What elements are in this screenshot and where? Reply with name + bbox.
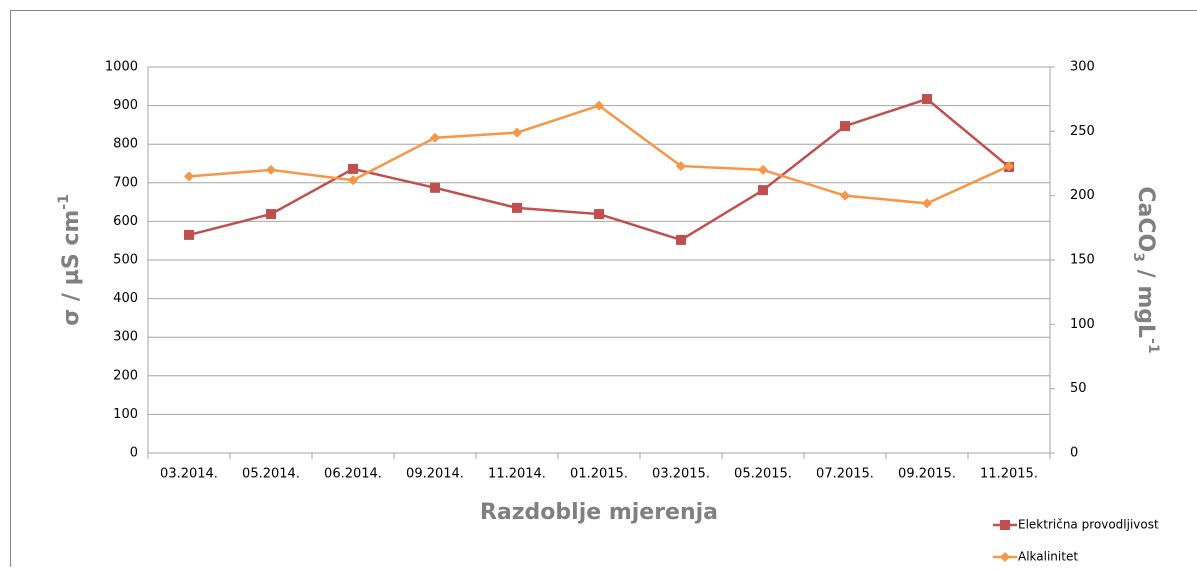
y2-axis-title: CaCO3 / mgL-1 — [1130, 186, 1161, 353]
marker — [348, 164, 358, 174]
x-tick-label: 09.2014. — [406, 467, 464, 482]
x-tick-label: 11.2014. — [488, 467, 546, 482]
y-tick-label: 100 — [113, 407, 138, 422]
y-tick-label: 600 — [113, 214, 138, 229]
marker — [266, 209, 276, 219]
marker — [676, 235, 686, 245]
marker — [1000, 520, 1010, 530]
marker — [512, 203, 522, 213]
x-tick-label: 11.2015. — [980, 467, 1038, 482]
y2-axis-title-a: CaCO — [1133, 186, 1158, 252]
legend-label: Električna provodljivost — [1018, 518, 1159, 532]
marker — [840, 121, 850, 131]
y2-axis-title-sub: 3 — [1130, 252, 1146, 262]
y2-tick-label: 0 — [1070, 446, 1078, 461]
x-tick-label: 03.2014. — [160, 467, 218, 482]
y-axis-title-text: σ / µS cm — [59, 210, 84, 326]
y-axis-title-sup: -1 — [56, 194, 72, 210]
y-tick-label: 800 — [113, 137, 138, 152]
y2-axis-title-sup: -1 — [1145, 338, 1161, 354]
y-tick-label: 900 — [113, 98, 138, 113]
chart-frame — [11, 11, 1197, 568]
x-tick-label: 06.2014. — [324, 467, 382, 482]
marker — [758, 185, 768, 195]
marker — [184, 230, 194, 240]
legend-label: Alkalinitet — [1018, 550, 1078, 564]
x-axis-title: Razdoblje mjerenja — [480, 500, 718, 525]
x-tick-label: 03.2015. — [652, 467, 710, 482]
y-tick-label: 0 — [130, 446, 138, 461]
y-axis-title: σ / µS cm-1 — [56, 194, 84, 326]
y-tick-label: 1000 — [105, 60, 138, 75]
x-tick-label: 07.2015. — [816, 467, 874, 482]
x-tick-label: 05.2015. — [734, 467, 792, 482]
marker — [922, 94, 932, 104]
y-tick-label: 300 — [113, 330, 138, 345]
y-tick-label: 400 — [113, 291, 138, 306]
y2-tick-label: 250 — [1070, 124, 1095, 139]
x-tick-label: 09.2015. — [898, 467, 956, 482]
marker — [430, 183, 440, 193]
y-tick-label: 700 — [113, 175, 138, 190]
y-tick-label: 500 — [113, 253, 138, 268]
x-tick-label: 05.2014. — [242, 467, 300, 482]
y2-tick-label: 150 — [1070, 253, 1095, 268]
x-tick-label: 01.2015. — [570, 467, 628, 482]
y-tick-label: 200 — [113, 368, 138, 383]
y2-tick-label: 200 — [1070, 188, 1095, 203]
y2-tick-label: 50 — [1070, 381, 1087, 396]
y2-axis-title-b: / mgL — [1133, 262, 1158, 338]
y2-tick-label: 300 — [1070, 60, 1095, 75]
y2-tick-label: 100 — [1070, 317, 1095, 332]
marker — [594, 209, 604, 219]
